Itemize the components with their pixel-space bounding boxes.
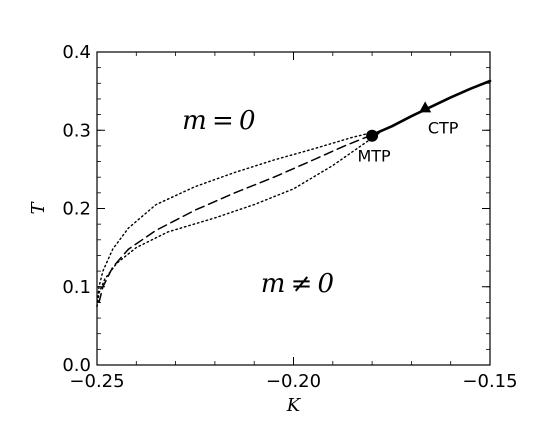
ctp-label: CTP [428,118,459,137]
series-line-dotted-2 [96,131,381,307]
y-tick-label: 0.4 [62,42,91,63]
mtp-label: MTP [357,147,391,166]
x-tick-label: −0.15 [462,371,517,392]
x-tick-label: −0.20 [266,371,321,392]
x-axis-label: K [286,395,302,416]
mtp-point [366,129,379,142]
region-label-1: m ≠ 0 [261,269,334,299]
y-tick-label: 0.1 [62,277,91,298]
series-line-dotted-3 [96,131,373,307]
annotations-group: m = 0 m ≠ 0 [182,106,334,299]
ctp-point [419,101,432,113]
series-group [96,79,492,307]
y-tick-label: 0.3 [62,120,91,141]
tick-labels: 0.0 0.1 0.2 0.3 0.4 −0.25 −0.20 −0.15 [62,42,517,392]
plot-frame [96,51,491,366]
y-tick-label: 0.0 [62,355,91,376]
axis-ticks [96,51,491,366]
region-label-0: m = 0 [182,106,255,136]
y-tick-label: 0.2 [62,199,91,220]
series-line-solid-0 [370,79,492,137]
x-tick-label: −0.25 [69,371,124,392]
markers-group: MTP CTP [357,101,459,166]
y-axis-label: T [28,201,49,215]
